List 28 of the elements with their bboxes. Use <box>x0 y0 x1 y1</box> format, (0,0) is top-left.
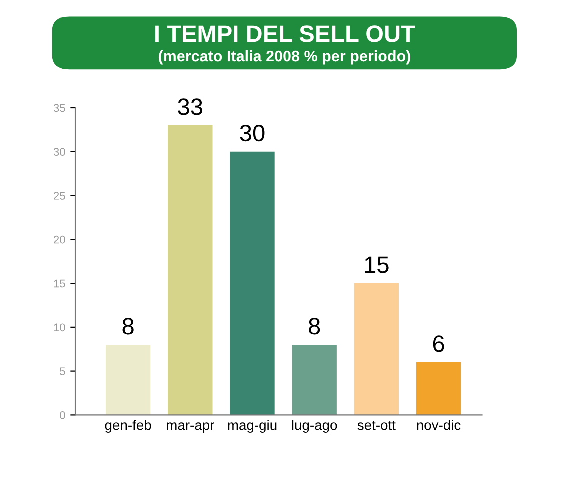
x-tick-label: set-ott <box>358 421 396 430</box>
data-label: 8 <box>122 318 134 335</box>
bar <box>168 126 213 416</box>
y-tick-label: 25 <box>54 192 66 200</box>
data-label: 33 <box>178 98 202 116</box>
y-tick-label: 35 <box>54 104 66 112</box>
bar <box>106 344 151 416</box>
data-label: 8 <box>309 318 320 335</box>
y-tick-label: 0 <box>60 411 66 420</box>
x-tick-label: nov-dic <box>417 420 461 430</box>
y-tick-label: 15 <box>54 280 66 288</box>
bar <box>354 284 400 416</box>
chart-title: I TEMPI DEL SELL OUT <box>156 26 416 42</box>
data-label: 30 <box>240 124 265 142</box>
bar <box>416 362 462 416</box>
bar <box>292 344 337 416</box>
y-tick-label: 20 <box>54 236 66 244</box>
y-tick-label: 10 <box>54 324 66 332</box>
data-label: 6 <box>433 336 444 352</box>
data-label: 15 <box>365 256 389 274</box>
y-tick-label: 5 <box>60 368 66 376</box>
x-tick-label: mag-giu <box>228 420 277 434</box>
bar <box>230 152 275 416</box>
x-tick-label: gen-feb <box>105 420 152 434</box>
y-tick-label: 30 <box>54 148 66 156</box>
x-tick-label: lug-ago <box>292 420 338 434</box>
x-tick-label: mar-apr <box>167 422 214 434</box>
chart-subtitle: (mercato Italia 2008 % per periodo) <box>158 50 410 65</box>
